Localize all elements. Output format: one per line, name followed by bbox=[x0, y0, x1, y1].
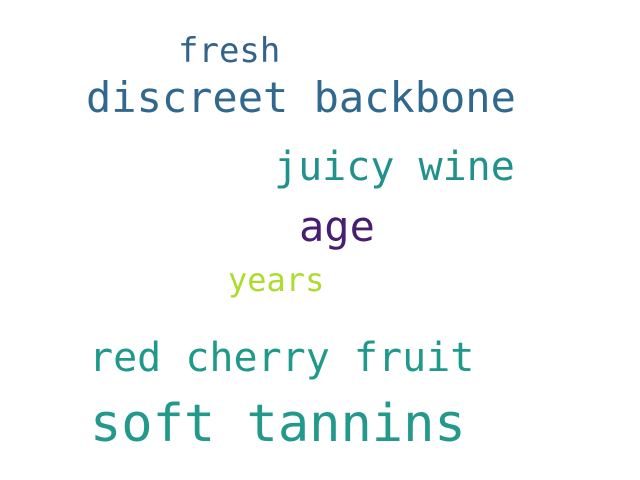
word-years: years bbox=[228, 261, 325, 299]
word-fresh: fresh bbox=[178, 31, 281, 71]
word-discreet-backbone: discreet backbone bbox=[86, 73, 516, 122]
word-red-cherry-fruit: red cherry fruit bbox=[89, 335, 475, 381]
word-age: age bbox=[299, 202, 375, 251]
word-juicy-wine: juicy wine bbox=[274, 144, 515, 190]
word-soft-tannins: soft tannins bbox=[90, 394, 466, 454]
